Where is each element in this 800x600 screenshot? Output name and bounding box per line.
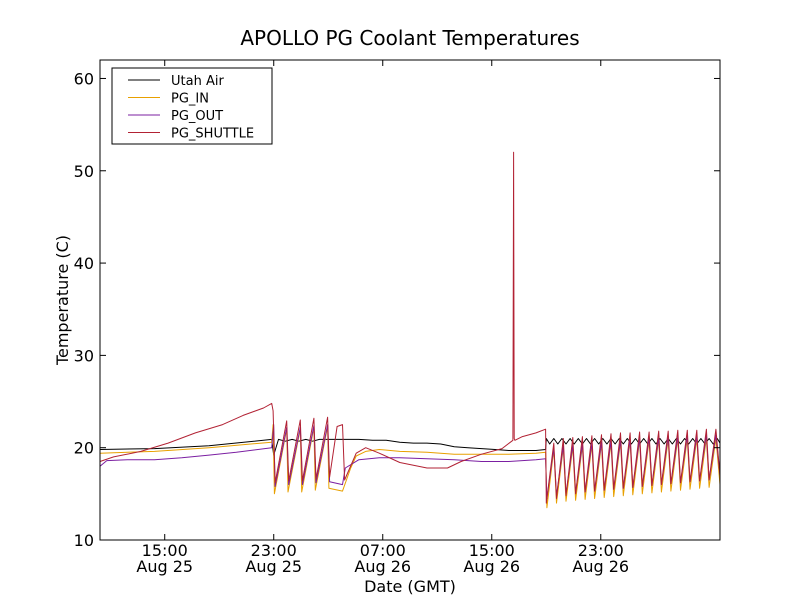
x-tick-label-time: 23:00 <box>578 541 624 560</box>
x-tick-label-time: 15:00 <box>142 541 188 560</box>
y-tick-label: 40 <box>74 254 94 273</box>
y-axis-label: Temperature (C) <box>53 235 72 366</box>
legend-entry-label: Utah Air <box>171 74 224 89</box>
y-tick-label: 60 <box>74 69 94 88</box>
legend-entry-label: PG_IN <box>171 92 209 107</box>
y-tick-label: 10 <box>74 531 94 550</box>
chart-title: APOLLO PG Coolant Temperatures <box>240 26 579 50</box>
x-tick-label-time: 15:00 <box>469 541 515 560</box>
series-layer <box>99 151 721 509</box>
legend-entry-label: PG_SHUTTLE <box>171 127 254 142</box>
x-tick-label-date: Aug 26 <box>463 557 520 576</box>
y-tick-label: 50 <box>74 162 94 181</box>
y-tick-label: 30 <box>74 346 94 365</box>
x-tick-label-time: 07:00 <box>360 541 406 560</box>
legend-entry-label: PG_OUT <box>171 109 223 124</box>
x-tick-label-date: Aug 26 <box>354 557 411 576</box>
x-axis-label: Date (GMT) <box>364 577 456 596</box>
legend-box <box>111 67 273 145</box>
series-line-pg-shuttle <box>99 151 721 504</box>
legend: Utah Air PG_IN PG_OUT PG_SHUTTLE <box>111 67 273 145</box>
series-line-utah-air <box>99 438 721 456</box>
x-tick-label-time: 23:00 <box>251 541 297 560</box>
series-line-pg-in <box>99 424 721 509</box>
x-tick-label-date: Aug 25 <box>245 557 302 576</box>
plot-area-frame <box>99 59 721 541</box>
x-tick-label-date: Aug 25 <box>136 557 193 576</box>
y-tick-label: 20 <box>74 439 94 458</box>
x-tick-label-date: Aug 26 <box>572 557 629 576</box>
